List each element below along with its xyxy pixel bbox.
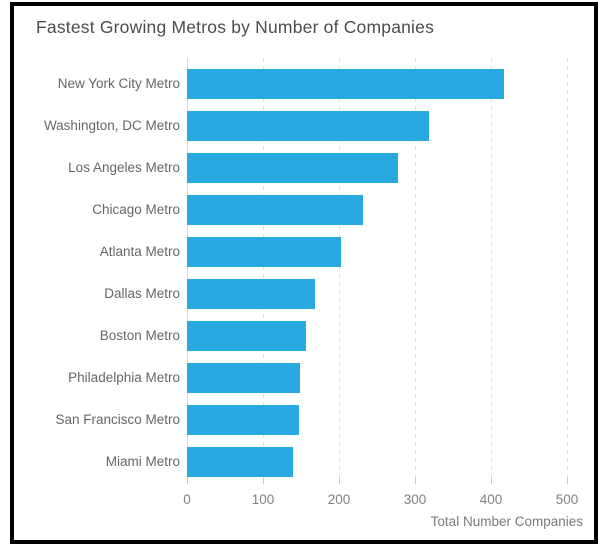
gridline (567, 58, 568, 484)
bar (187, 279, 315, 309)
category-label: Los Angeles Metro (68, 160, 180, 175)
gridline (339, 58, 340, 484)
category-label: New York City Metro (57, 76, 180, 91)
gridline (415, 58, 416, 484)
category-label: Chicago Metro (92, 202, 180, 217)
x-tick-label: 300 (403, 492, 427, 507)
x-tick-label: 500 (555, 492, 579, 507)
tick-mark (491, 478, 492, 484)
category-label: Washington, DC Metro (43, 118, 180, 133)
category-label: Philadelphia Metro (68, 370, 180, 385)
bar (187, 153, 398, 183)
bar (187, 363, 300, 393)
x-tick-label: 0 (183, 492, 191, 507)
bar-row: New York City Metro (14, 63, 594, 105)
chart-frame: Fastest Growing Metros by Number of Comp… (10, 2, 598, 544)
bar (187, 111, 429, 141)
tick-mark (415, 478, 416, 484)
bar-row: Boston Metro (14, 315, 594, 357)
x-axis-title: Total Number Companies (430, 514, 583, 529)
category-label: Miami Metro (105, 454, 180, 469)
x-tick-label: 200 (327, 492, 351, 507)
bar (187, 195, 363, 225)
bar (187, 321, 306, 351)
bar-row: Atlanta Metro (14, 231, 594, 273)
tick-mark (339, 478, 340, 484)
bar (187, 447, 293, 477)
bar (187, 405, 299, 435)
bar-row: San Francisco Metro (14, 399, 594, 441)
bar-row: Miami Metro (14, 441, 594, 483)
gridline (263, 58, 264, 484)
category-label: Dallas Metro (104, 286, 180, 301)
x-tick-label: 100 (251, 492, 275, 507)
bar-row: Chicago Metro (14, 189, 594, 231)
bar (187, 237, 341, 267)
gridline (491, 58, 492, 484)
category-label: Atlanta Metro (99, 244, 180, 259)
x-tick-label: 400 (479, 492, 503, 507)
gridline (187, 58, 188, 484)
category-label: San Francisco Metro (55, 412, 180, 427)
category-label: Boston Metro (99, 328, 180, 343)
tick-mark (263, 478, 264, 484)
bar-row: Washington, DC Metro (14, 105, 594, 147)
tick-mark (567, 478, 568, 484)
chart-title: Fastest Growing Metros by Number of Comp… (36, 17, 435, 37)
bar (187, 69, 504, 99)
bar-row: Philadelphia Metro (14, 357, 594, 399)
bar-row: Dallas Metro (14, 273, 594, 315)
tick-mark (187, 478, 188, 484)
bar-row: Los Angeles Metro (14, 147, 594, 189)
